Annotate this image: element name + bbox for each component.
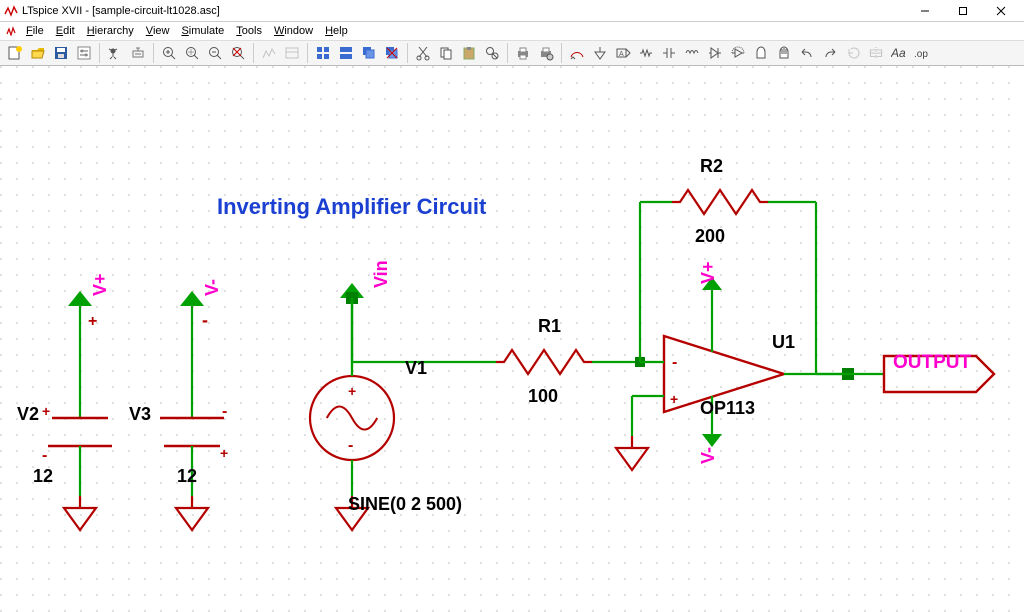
r1-value-label[interactable]: 100: [528, 386, 558, 407]
find-icon[interactable]: [481, 42, 503, 64]
inductor-icon[interactable]: [681, 42, 703, 64]
menu-tools[interactable]: Tools: [230, 25, 268, 37]
component-icon[interactable]: [727, 42, 749, 64]
r2-value-label[interactable]: 200: [695, 226, 725, 247]
print-setup-icon[interactable]: [535, 42, 557, 64]
cascade-icon[interactable]: [358, 42, 380, 64]
v3-value-label[interactable]: 12: [177, 466, 197, 487]
svg-text:+: +: [220, 445, 228, 461]
window-title: LTspice XVII - [sample-circuit-lt1028.as…: [22, 5, 906, 17]
paste-icon[interactable]: [458, 42, 480, 64]
resistor-icon[interactable]: [635, 42, 657, 64]
menu-help[interactable]: Help: [319, 25, 354, 37]
tile-icon[interactable]: [312, 42, 334, 64]
zoom-in-icon[interactable]: [158, 42, 180, 64]
v2-value-label[interactable]: 12: [33, 466, 53, 487]
v2-net-label[interactable]: V+: [90, 273, 111, 296]
u1-vpos-label[interactable]: V+: [698, 261, 719, 284]
schematic-canvas[interactable]: + - - + + - - + + - Inverting Amplifier Circuit V…: [0, 66, 1024, 612]
svg-text:-: -: [672, 354, 677, 371]
save-icon[interactable]: [50, 42, 72, 64]
menubar: FileEditHierarchyViewSimulateToolsWindow…: [0, 22, 1024, 40]
drag-icon[interactable]: [773, 42, 795, 64]
mirror-icon[interactable]: EE: [865, 42, 887, 64]
svg-text:-: -: [348, 437, 353, 454]
r2-name-label[interactable]: R2: [700, 156, 723, 177]
maximize-button[interactable]: [944, 1, 982, 21]
u1-name-label[interactable]: U1: [772, 332, 795, 353]
label-net-icon[interactable]: A: [612, 42, 634, 64]
menu-simulate[interactable]: Simulate: [175, 25, 230, 37]
circuit-title[interactable]: Inverting Amplifier Circuit: [217, 194, 486, 220]
svg-text:A: A: [619, 51, 624, 58]
menu-window[interactable]: Window: [268, 25, 319, 37]
tile-h-icon[interactable]: [335, 42, 357, 64]
child-window-icon: [6, 26, 16, 36]
rotate-icon[interactable]: [842, 42, 864, 64]
spice-directive-icon[interactable]: .op: [911, 42, 933, 64]
close-all-icon[interactable]: [381, 42, 403, 64]
svg-text:.op: .op: [914, 49, 928, 60]
svg-text:E: E: [876, 48, 883, 60]
minimize-button[interactable]: [906, 1, 944, 21]
svg-text:-: -: [202, 310, 208, 330]
redo-icon[interactable]: [819, 42, 841, 64]
new-schematic-icon[interactable]: [4, 42, 26, 64]
toolbar: A EE Aa .op: [0, 40, 1024, 66]
menu-edit[interactable]: Edit: [50, 25, 81, 37]
print-icon[interactable]: [512, 42, 534, 64]
run-icon[interactable]: [104, 42, 126, 64]
v1-net-label[interactable]: Vin: [371, 260, 392, 288]
svg-text:-: -: [42, 447, 47, 464]
svg-text:-: -: [222, 403, 227, 420]
halt-icon[interactable]: [127, 42, 149, 64]
u1-model-label[interactable]: OP113: [700, 398, 755, 419]
v3-net-label[interactable]: V-: [202, 279, 223, 296]
app-icon: [4, 4, 18, 18]
titlebar: LTspice XVII - [sample-circuit-lt1028.as…: [0, 0, 1024, 22]
window-controls: [906, 1, 1020, 21]
control-panel-icon[interactable]: [73, 42, 95, 64]
v2-name-label[interactable]: V2: [17, 404, 39, 425]
setup-icon[interactable]: [281, 42, 303, 64]
menu-hierarchy[interactable]: Hierarchy: [81, 25, 140, 37]
copy-icon[interactable]: [435, 42, 457, 64]
svg-text:+: +: [88, 313, 97, 330]
svg-text:E: E: [869, 48, 876, 60]
autorange-icon[interactable]: [258, 42, 280, 64]
v1-name-label[interactable]: V1: [405, 358, 427, 379]
output-net-label[interactable]: OUTPUT: [893, 352, 971, 374]
zoom-fit-icon[interactable]: [227, 42, 249, 64]
diode-icon[interactable]: [704, 42, 726, 64]
menu-file[interactable]: File: [20, 25, 50, 37]
undo-icon[interactable]: [796, 42, 818, 64]
v3-name-label[interactable]: V3: [129, 404, 151, 425]
u1-vneg-label[interactable]: V-: [698, 447, 719, 464]
text-icon[interactable]: Aa: [888, 42, 910, 64]
close-button[interactable]: [982, 1, 1020, 21]
v1-params-label[interactable]: SINE(0 2 500): [348, 494, 462, 515]
r1-name-label[interactable]: R1: [538, 316, 561, 337]
move-icon[interactable]: [750, 42, 772, 64]
capacitor-icon[interactable]: [658, 42, 680, 64]
zoom-out-icon[interactable]: [204, 42, 226, 64]
cut-icon[interactable]: [412, 42, 434, 64]
svg-text:Aa: Aa: [891, 46, 906, 60]
pan-icon[interactable]: [181, 42, 203, 64]
ground-icon[interactable]: [589, 42, 611, 64]
svg-text:+: +: [670, 391, 678, 407]
open-icon[interactable]: [27, 42, 49, 64]
menu-view[interactable]: View: [140, 25, 176, 37]
draw-wire-icon[interactable]: [566, 42, 588, 64]
svg-text:+: +: [42, 403, 50, 419]
svg-text:+: +: [348, 383, 356, 399]
